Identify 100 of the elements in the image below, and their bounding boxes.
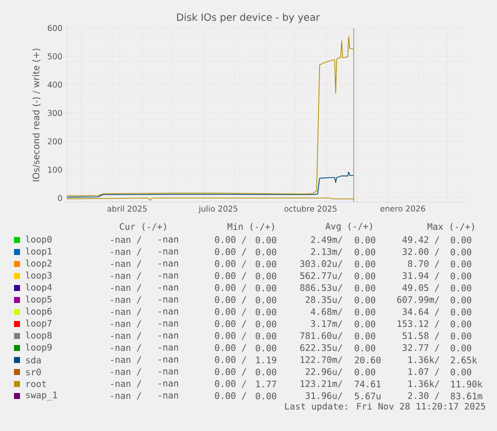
text: 0.00 — [256, 236, 276, 244]
text: 2.30 / — [408, 392, 440, 400]
text: 0.00 — [256, 368, 276, 376]
text: -nan — [158, 237, 178, 243]
text: 0.00 — [450, 320, 472, 328]
legend-label: loop8 — [26, 332, 52, 340]
text: 0.00 / — [214, 344, 246, 352]
text: 0.00 — [354, 272, 376, 280]
text: Cur (-/+) — [120, 223, 166, 231]
text: 28.35u/ — [306, 296, 342, 304]
text: -nan / — [110, 248, 142, 256]
text: 0.00 / — [214, 356, 246, 364]
text: 49.05 / — [402, 284, 440, 292]
text: 123.21m/ — [300, 380, 342, 388]
text: 49.42 / — [402, 236, 440, 244]
text: 0.00 — [256, 272, 276, 280]
text: 31.96u/ — [306, 392, 342, 400]
text: 0.00 / — [214, 248, 246, 256]
text: -nan — [158, 357, 178, 363]
text: -nan / — [110, 236, 142, 244]
text: 153.12 / — [398, 320, 440, 328]
text: 32.77 / — [402, 344, 440, 352]
text: 74.61 — [354, 380, 381, 388]
legend-label: loop0 — [26, 236, 52, 244]
text: 0.00 — [450, 236, 472, 244]
text: 781.60u/ — [300, 332, 342, 340]
text: 0.00 / — [214, 320, 246, 328]
text: 0.00 — [256, 308, 276, 316]
line-series — [66, 36, 354, 196]
legend-label: swap_1 — [26, 392, 57, 400]
text: 0.00 — [450, 284, 472, 292]
text: Min (-/+) — [228, 223, 274, 232]
text: 22.96u/ — [306, 368, 342, 376]
text: 0.00 — [450, 296, 472, 304]
text: -nan — [158, 333, 178, 339]
legend-label: root — [26, 380, 46, 388]
text: 8.70 / — [408, 260, 440, 268]
text: 0.00 / — [214, 332, 246, 340]
text: 20.60 — [354, 356, 381, 364]
text: 0.00 — [256, 296, 276, 304]
text: 1.19 — [256, 356, 276, 364]
legend-label: sda — [26, 356, 41, 364]
text: 0.00 — [256, 392, 276, 400]
text: -nan / — [110, 260, 142, 268]
text: 31.94 / — [402, 272, 440, 280]
text: -nan — [158, 321, 178, 327]
text: -nan — [158, 393, 178, 399]
text: 0.00 — [354, 344, 376, 352]
text: 0.00 — [450, 332, 472, 340]
text: 0.00 / — [214, 308, 246, 316]
legend-label: loop9 — [26, 344, 52, 352]
text: 0.00 — [256, 260, 276, 268]
text: 0.00 — [354, 320, 376, 328]
legend-label: loop4 — [26, 284, 52, 292]
legend-label: loop3 — [26, 272, 52, 280]
text: 0.00 / — [214, 368, 246, 376]
text: Last update: Fri Nov 28 11:20:17 2025 — [285, 402, 486, 412]
text: 0.00 — [354, 260, 376, 268]
text: -nan / — [110, 284, 142, 292]
text: -nan — [158, 285, 178, 291]
text: 0.00 — [450, 272, 472, 280]
text: 1.07 / — [408, 368, 440, 376]
text: 2.49m/ — [311, 236, 342, 244]
text: 0.00 — [256, 248, 276, 256]
text: -nan / — [110, 368, 142, 376]
text: 0.00 — [256, 320, 276, 328]
legend-label: loop5 — [26, 296, 52, 304]
legend-label: loop1 — [26, 248, 52, 256]
text: 1.77 — [256, 380, 276, 388]
text: 607.99m/ — [397, 296, 440, 304]
y-axis-title: IOs/second read (-) / write (+) — [32, 48, 40, 182]
text: 5.67u — [354, 392, 380, 400]
text: 0.00 — [354, 284, 376, 292]
text: 0.00 / — [214, 284, 246, 292]
text: 32.00 / — [402, 248, 440, 256]
text: 0.00 / — [214, 236, 246, 244]
text: -nan / — [110, 380, 142, 388]
text: -nan / — [110, 296, 142, 304]
text: 0.00 — [354, 308, 376, 316]
text: -nan / — [110, 308, 142, 316]
text: 122.70m/ — [300, 356, 342, 364]
text: -nan — [158, 369, 178, 375]
text: 0.00 — [450, 248, 472, 256]
line-series — [66, 172, 354, 198]
text: 0.00 / — [214, 380, 246, 388]
text: 0.00 — [354, 248, 376, 256]
text: -nan / — [110, 392, 142, 400]
legend-label: loop2 — [26, 260, 52, 268]
text: 34.64 / — [402, 308, 440, 316]
text: 0.00 — [256, 344, 276, 352]
text: 11.90k — [451, 380, 482, 388]
text: 0.00 — [450, 344, 472, 352]
text: -nan — [158, 249, 178, 255]
text: 0.00 — [450, 308, 472, 316]
text: 0.00 — [256, 332, 276, 340]
text: 0.00 / — [214, 296, 246, 304]
text: 1.36k/ — [408, 356, 440, 364]
text: -nan / — [110, 344, 142, 352]
legend-label: loop6 — [26, 308, 52, 316]
chart-title: Disk IOs per device - by year — [177, 13, 320, 23]
